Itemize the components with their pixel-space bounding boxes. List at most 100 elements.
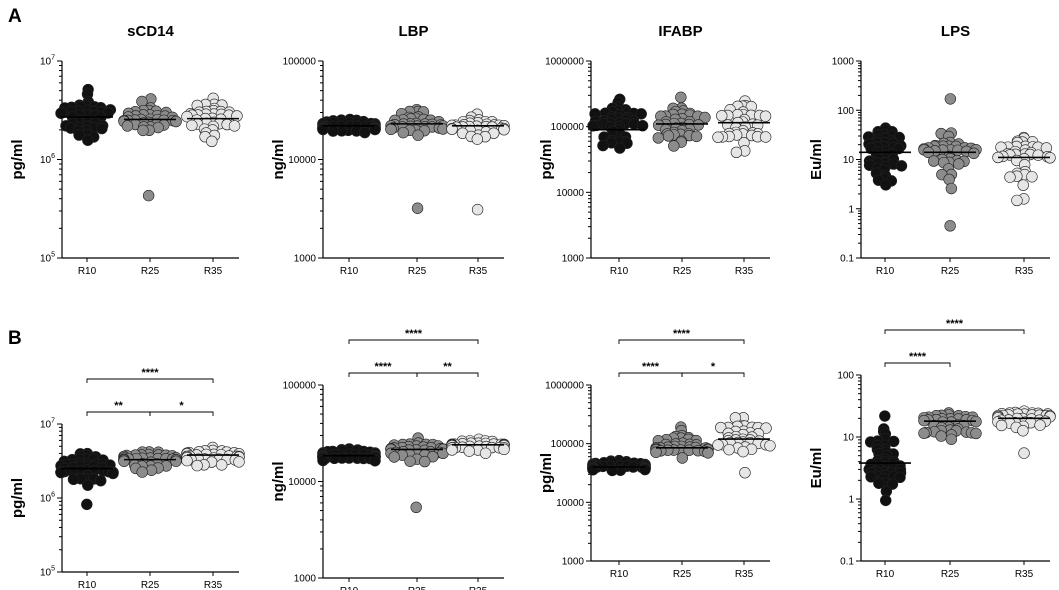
x-tick-label: R10 [340, 266, 359, 277]
data-point [82, 134, 94, 146]
y-axis-label: ng/ml [270, 462, 287, 502]
data-point [55, 466, 67, 479]
bracket-line [416, 372, 479, 377]
data-point [702, 447, 714, 459]
significance-bracket: ** [416, 361, 479, 377]
data-point [233, 456, 245, 468]
x-tick-label: R25 [941, 569, 960, 580]
data-point [397, 126, 409, 139]
data-point [945, 433, 958, 445]
y-axis-label: ng/ml [270, 140, 287, 180]
data-point [879, 410, 891, 422]
data-point [327, 125, 339, 137]
data-point [895, 160, 908, 172]
y-tick-label: 107 [40, 418, 55, 431]
data-point [635, 108, 647, 120]
y-axis-label: pg/ml [9, 478, 26, 518]
data-point [587, 120, 599, 132]
data-point [359, 126, 371, 139]
x-tick-label: R10 [78, 580, 97, 590]
data-point [228, 120, 241, 132]
significance-label: **** [673, 328, 691, 340]
y-tick-label: 10000 [556, 498, 584, 509]
significance-bracket: ** [86, 400, 151, 416]
y-tick-label: 105 [40, 566, 55, 579]
data-point [136, 466, 148, 478]
significance-label: ** [443, 361, 452, 373]
y-axis-label: pg/ml [538, 453, 555, 493]
data-point [723, 443, 735, 456]
y-tick-label: 1000 [294, 254, 317, 265]
data-point [652, 132, 665, 144]
panel-letter-b: B [8, 328, 22, 349]
data-point [944, 220, 956, 232]
data-point [715, 421, 727, 434]
x-tick-label: R35 [1015, 569, 1034, 580]
y-tick-label: 10000 [288, 477, 316, 488]
data-point [55, 107, 67, 119]
x-tick-label: R35 [1015, 266, 1034, 277]
data-point [716, 110, 728, 122]
data-point [410, 501, 422, 514]
bracket-line [884, 362, 951, 367]
y-axis-label: Eu/ml [808, 139, 825, 180]
bracket-line [348, 372, 418, 377]
data-point [411, 202, 424, 214]
panel-letter-a: A [8, 6, 22, 27]
data-point [471, 133, 484, 145]
data-point [81, 498, 93, 511]
data-point [597, 139, 609, 152]
data-point [498, 123, 510, 136]
significance-label: **** [405, 328, 423, 340]
data-point [498, 443, 510, 456]
bracket-line [884, 329, 1025, 334]
y-tick-label: 10 [843, 155, 855, 166]
data-point [82, 479, 94, 491]
x-tick-label: R10 [340, 586, 359, 590]
bracket-line [86, 411, 151, 416]
y-axis-label: Eu/ml [808, 448, 825, 489]
significance-bracket: **** [884, 351, 951, 367]
significance-bracket: **** [884, 318, 1025, 334]
significance-bracket: **** [86, 367, 214, 383]
y-tick-label: 0.1 [840, 557, 854, 568]
y-tick-label: 10 [843, 433, 855, 444]
data-point [730, 146, 743, 159]
y-tick-label: 100000 [551, 122, 585, 133]
significance-bracket: **** [348, 328, 479, 344]
significance-label: **** [946, 318, 964, 330]
data-point [385, 123, 397, 136]
data-point [1018, 447, 1030, 459]
data-point [1032, 149, 1044, 161]
data-point [145, 464, 158, 476]
y-tick-label: 0.1 [840, 254, 854, 265]
data-point [1004, 171, 1016, 183]
chart-title: LBP [399, 23, 429, 40]
data-point [944, 93, 957, 105]
chart-panel-2: LBP ng/ml 1000 10000 100000 R10 R25 R35 [270, 23, 510, 277]
x-tick-label: R35 [735, 569, 754, 580]
significance-bracket: **** [348, 361, 418, 377]
data-point [764, 440, 776, 452]
data-point [935, 430, 947, 442]
y-tick-label: 100 [837, 106, 854, 117]
data-point [759, 110, 772, 122]
significance-bracket: **** [618, 361, 683, 377]
x-tick-label: R35 [204, 266, 223, 277]
data-point [639, 463, 651, 476]
data-point [170, 115, 182, 128]
y-tick-label: 1000 [562, 254, 585, 265]
data-point [712, 439, 724, 451]
data-point [739, 466, 751, 479]
data-point [388, 451, 400, 463]
data-point [142, 189, 155, 202]
y-tick-label: 100000 [551, 439, 585, 450]
x-tick-label: R25 [673, 266, 692, 277]
y-axis-label: pg/ml [538, 140, 555, 180]
data-point [676, 452, 689, 464]
significance-bracket: * [149, 400, 214, 416]
significance-label: **** [141, 367, 159, 379]
y-tick-label: 100000 [283, 381, 317, 392]
